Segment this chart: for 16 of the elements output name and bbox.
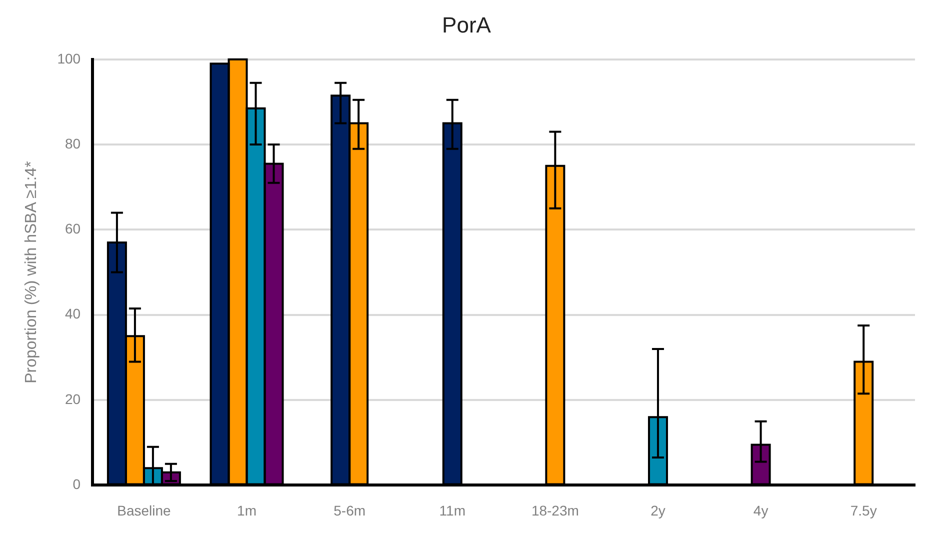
chart-title: PorA	[442, 12, 492, 38]
y-tick-label: 60	[64, 220, 81, 237]
y-tick-label: 40	[64, 306, 81, 322]
x-tick-label: 1m	[237, 502, 256, 518]
x-tick-label: 11m	[439, 502, 466, 518]
x-tick-label: 7.5y	[850, 502, 877, 518]
y-tick-label: 80	[64, 135, 81, 152]
x-tick-label: Baseline	[117, 502, 172, 518]
x-tick-label: 18-23m	[531, 502, 579, 518]
x-tick-label: 2y	[650, 502, 666, 518]
y-tick-label: 100	[57, 50, 81, 66]
x-tick-label: 5-6m	[334, 502, 366, 518]
x-tick-label: 4y	[753, 502, 768, 518]
y-tick-label: 0	[72, 476, 81, 492]
y-tick-label: 20	[64, 390, 81, 407]
y-axis-title: Proportion (%) with hSBA ≥1:4*	[23, 161, 40, 384]
